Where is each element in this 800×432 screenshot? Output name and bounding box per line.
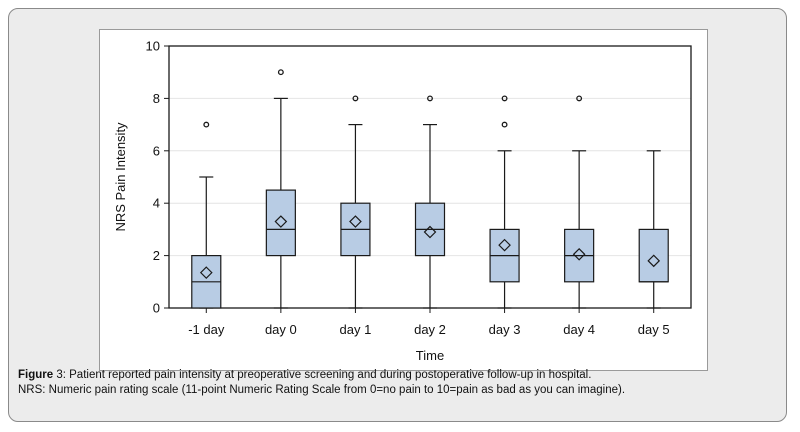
y-tick-label: 10 bbox=[146, 39, 160, 54]
mean-marker bbox=[647, 254, 661, 268]
x-tick-label: day 1 bbox=[340, 322, 372, 337]
boxplot-chart: 0 2 4 6 8 10 NRS Pain Intensity -1 day day 0 day … bbox=[113, 39, 692, 363]
caption-line-1: Figure 3: Patient reported pain intensit… bbox=[18, 368, 768, 383]
y-tick-label: 0 bbox=[153, 301, 160, 316]
caption-label: Figure bbox=[18, 369, 54, 381]
outlier-point bbox=[352, 95, 359, 102]
figure-caption: Figure 3: Patient reported pain intensit… bbox=[18, 368, 768, 398]
mean-marker bbox=[423, 225, 437, 239]
x-axis-label: Time bbox=[416, 348, 444, 363]
mean-marker bbox=[199, 266, 213, 279]
outlier-point bbox=[277, 69, 284, 76]
y-tick-label: 2 bbox=[153, 248, 160, 263]
x-tick-label: -1 day bbox=[188, 322, 225, 337]
x-tick-label: day 4 bbox=[563, 322, 595, 337]
x-tick-label: day 3 bbox=[489, 322, 521, 337]
x-tick-label: day 0 bbox=[265, 322, 297, 337]
outlier-point bbox=[576, 95, 583, 102]
caption-line-2: NRS: Numeric pain rating scale (11-point… bbox=[18, 384, 626, 396]
y-axis-label: NRS Pain Intensity bbox=[113, 122, 128, 232]
y-tick-label: 6 bbox=[153, 143, 160, 158]
caption-text-1: 3: Patient reported pain intensity at pr… bbox=[53, 369, 592, 381]
plot-panel: 0 2 4 6 8 10 NRS Pain Intensity -1 day day 0 day … bbox=[99, 29, 708, 371]
mean-marker bbox=[498, 238, 511, 252]
outlier-point bbox=[501, 95, 508, 102]
outlier-point bbox=[203, 121, 210, 128]
mean-marker bbox=[572, 247, 586, 261]
figure-frame: 0 2 4 6 8 10 NRS Pain Intensity -1 day day 0 day … bbox=[8, 8, 787, 422]
x-tick-label: day 2 bbox=[414, 322, 446, 337]
y-tick-label: 8 bbox=[153, 91, 160, 106]
mean-marker bbox=[349, 215, 362, 228]
x-tick-label: day 5 bbox=[638, 322, 670, 337]
outlier-point bbox=[427, 95, 433, 102]
mean-marker bbox=[274, 215, 288, 228]
box bbox=[265, 189, 296, 257]
y-tick-label: 4 bbox=[153, 196, 160, 211]
outlier-point bbox=[501, 121, 508, 128]
